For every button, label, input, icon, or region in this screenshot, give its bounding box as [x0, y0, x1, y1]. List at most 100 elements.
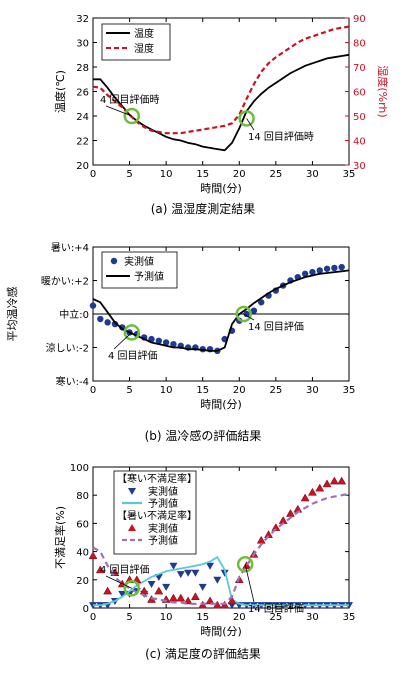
y-tick-label: 中立:0 [59, 308, 89, 321]
x-tick-label: 15 [196, 612, 209, 623]
eval-marker [123, 324, 141, 341]
x-tick-label: 35 [343, 385, 356, 396]
data-point [184, 569, 193, 577]
legend-label: 予測値 [148, 534, 178, 547]
x-tick-label: 25 [269, 612, 282, 623]
eval-leader [244, 564, 255, 603]
x-tick-label: 5 [126, 612, 132, 623]
x-tick-label: 35 [343, 612, 356, 623]
x-tick-label: 10 [160, 385, 173, 396]
y2-tick-label: 30 [353, 161, 366, 172]
data-point [155, 337, 163, 344]
data-point [104, 319, 111, 326]
x-tick-label: 0 [90, 169, 96, 180]
x-tick-label: 35 [343, 169, 356, 180]
data-point [170, 340, 177, 348]
y-tick-label: 28 [76, 63, 89, 74]
data-point [191, 569, 200, 577]
legend-label: 予測値 [134, 270, 164, 283]
data-point [250, 307, 258, 314]
data-point [315, 483, 325, 492]
series-line [92, 25, 350, 135]
data-point [111, 320, 119, 328]
data-point [307, 487, 317, 496]
eval-marker [235, 305, 252, 323]
data-point [176, 571, 185, 579]
y-tick-label: 100 [70, 463, 89, 474]
chart-0: 0 5 10 15 20 25 30 3520222426283032304050607080… [53, 14, 390, 216]
data-point [338, 263, 345, 271]
chart-caption: (a) 温湿度測定結果 [151, 201, 256, 216]
data-point [97, 315, 104, 323]
legend-label: 湿度 [134, 42, 154, 55]
chart-2: 0 5 10 15 20 25 30 35 0 20 40 60 80 100 時間(分) 不満足率(%) (c… [53, 463, 355, 661]
y2-tick-label: 60 [353, 88, 366, 99]
x-tick-label: 30 [306, 169, 319, 180]
data-point [139, 586, 149, 595]
legend-label: 実測値 [148, 522, 178, 535]
x-axis-label: 時間(分) [200, 625, 242, 638]
data-point [206, 562, 215, 570]
x-axis-label: 時間(分) [200, 398, 242, 411]
data-point [118, 590, 127, 598]
data-point [162, 339, 170, 346]
data-point [89, 302, 97, 309]
y2-tick-label: 50 [353, 112, 366, 123]
x-tick-label: 0 [90, 385, 96, 396]
data-point [301, 270, 309, 277]
eval-leader [243, 313, 255, 321]
legend-label: 実測値 [124, 255, 154, 268]
y2-tick-label: 90 [353, 14, 366, 25]
y2-tick-label: 40 [353, 137, 366, 148]
x-tick-label: 25 [269, 385, 282, 396]
data-point [88, 551, 98, 560]
series-line [93, 53, 350, 152]
y-tick-label: 暖かい:+2 [41, 275, 89, 288]
data-point [205, 596, 215, 605]
series-line [93, 555, 349, 607]
data-point [243, 310, 250, 318]
eval-marker [238, 110, 255, 127]
data-point [316, 267, 323, 274]
eval-label: 4 回目評価 [108, 349, 158, 362]
y-tick-label: 暑い:+4 [51, 242, 89, 254]
data-point [309, 268, 316, 276]
legend-label: 実測値 [148, 485, 178, 498]
eval-label: 4 回目評価 [100, 563, 150, 576]
y-axis-label: 平均温冷感 [6, 287, 19, 342]
eval-label: 14 回目評価 [248, 320, 304, 333]
data-point [271, 523, 281, 531]
x-tick-label: 0 [90, 612, 96, 623]
data-point [103, 586, 113, 595]
eval-marker [123, 580, 141, 597]
legend-label: 温度 [134, 27, 154, 40]
legend-swatch [128, 488, 136, 495]
chart-caption: (b) 温冷感の評価結果 [145, 428, 262, 443]
data-point [148, 335, 155, 343]
x-axis-label: 時間(分) [200, 182, 242, 195]
data-point [169, 562, 178, 570]
data-point [337, 476, 347, 485]
x-tick-label: 20 [233, 612, 246, 623]
chart-caption: (c) 満足度の評価結果 [145, 646, 261, 661]
y-tick-label: 0 [83, 604, 89, 615]
x-tick-label: 25 [269, 169, 282, 180]
x-tick-label: 20 [233, 169, 246, 180]
legend-box [113, 470, 197, 555]
data-point [227, 596, 237, 605]
legend-group-title: 【暑い不満足率】 [117, 509, 197, 522]
data-point [322, 479, 332, 488]
data-point [213, 576, 222, 584]
legend-label: 予測値 [148, 497, 178, 510]
x-tick-label: 10 [160, 169, 173, 180]
y-tick-label: 32 [76, 14, 89, 25]
series-line [92, 492, 350, 605]
data-point [183, 596, 193, 605]
chart-1: 0 5 10 15 20 25 30 35 寒い:-4 涼しい:-2 中立:0 暖かい:+2 暑い:+4… [6, 242, 355, 443]
y-tick-label: 60 [76, 519, 89, 530]
y-tick-label: 80 [76, 491, 89, 502]
eval-label: 14 回目評価 [248, 602, 304, 615]
data-point [300, 493, 310, 502]
